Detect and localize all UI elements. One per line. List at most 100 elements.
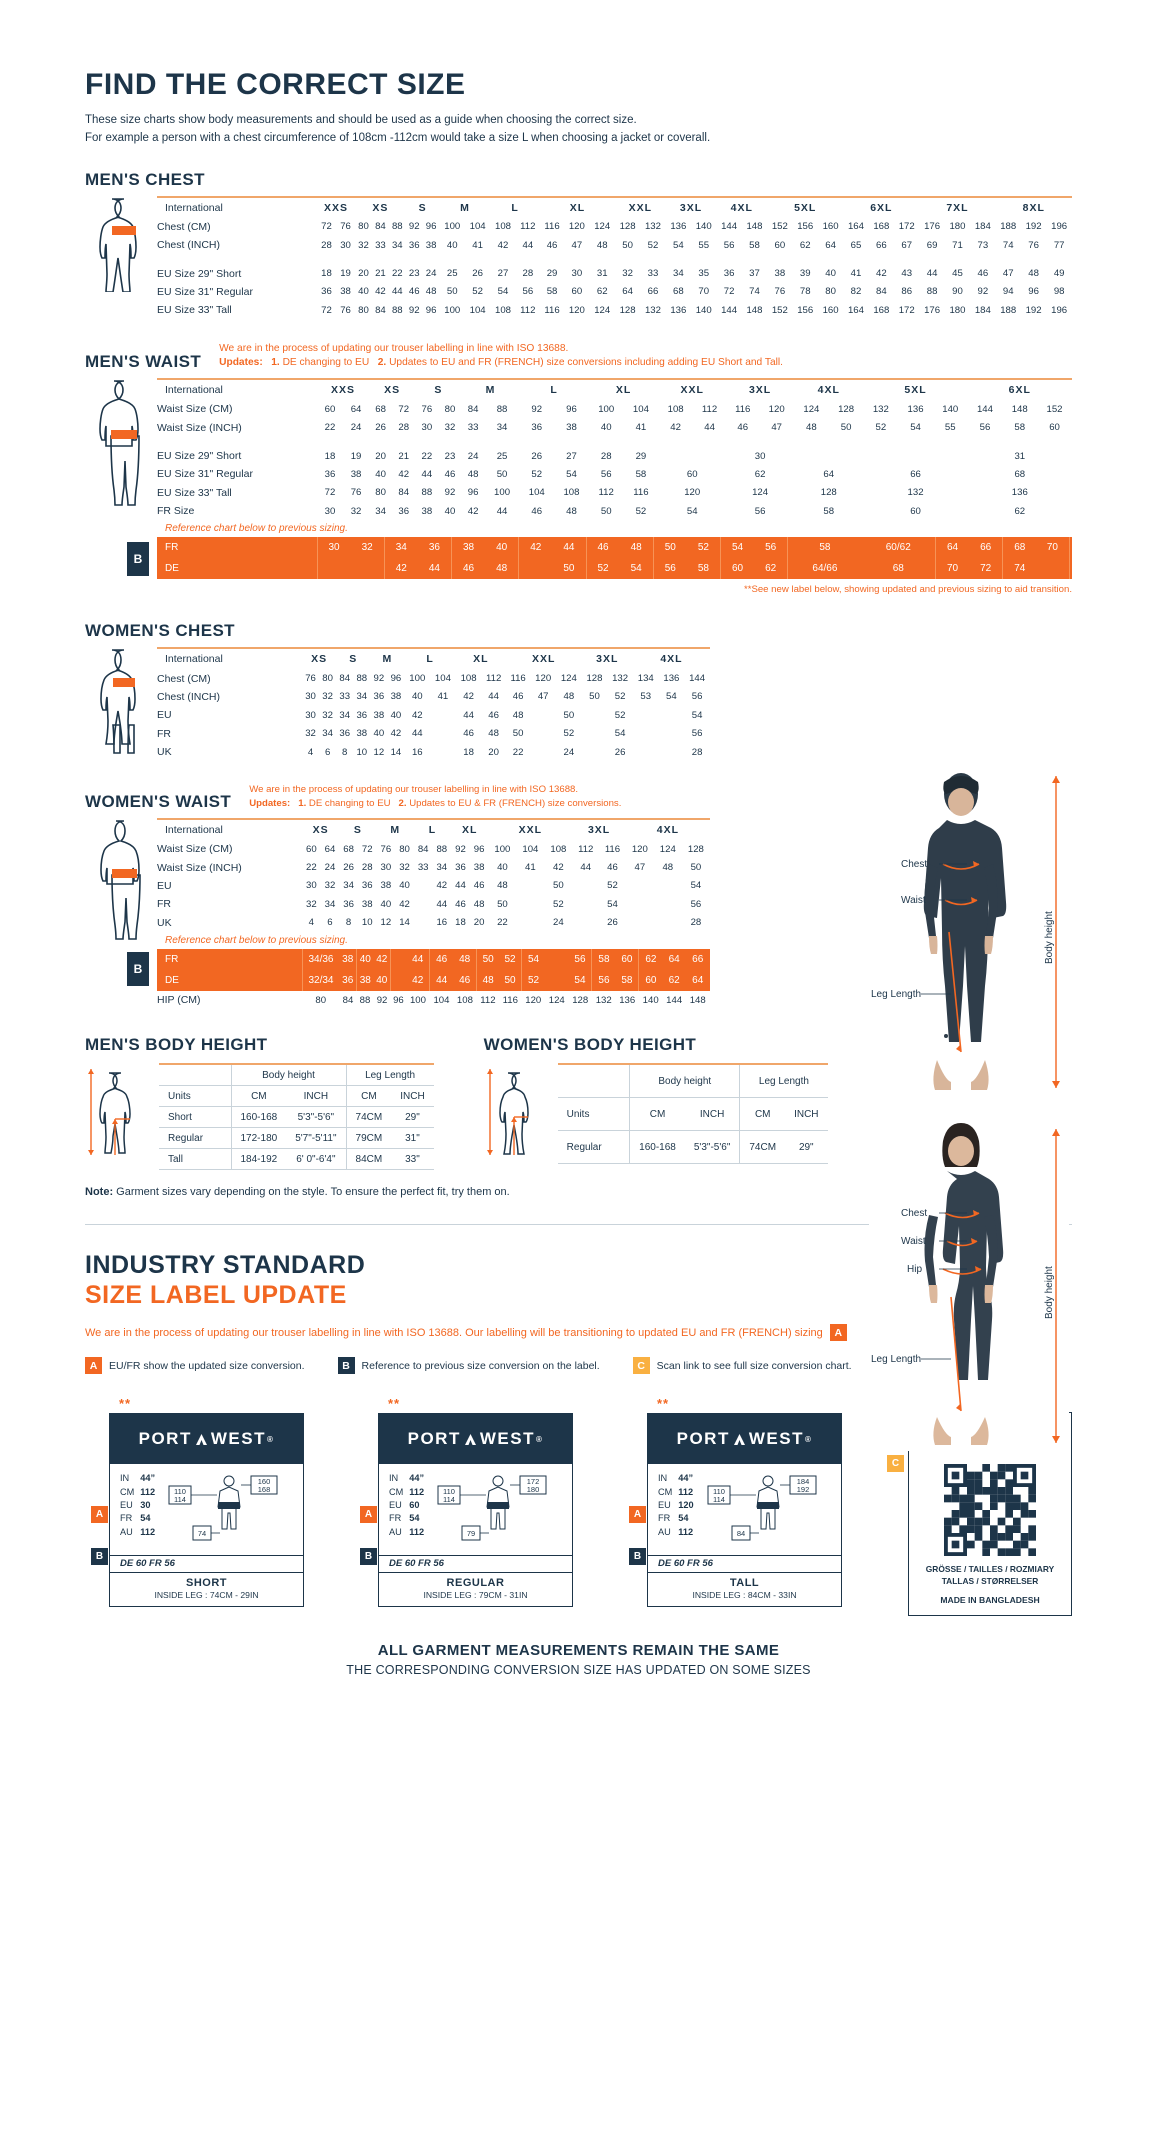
table-cell: 188 bbox=[996, 218, 1021, 236]
table-cell: 72 bbox=[317, 301, 336, 319]
label-inside-leg: INSIDE LEG : 84CM - 33IN bbox=[650, 1590, 839, 1600]
row-label: HIP (CM) bbox=[157, 991, 302, 1009]
table-cell: 26 bbox=[465, 264, 490, 282]
table-cell: 45 bbox=[945, 264, 970, 282]
label-size-key: IN bbox=[389, 1472, 409, 1485]
badge-b-label: B bbox=[629, 1548, 646, 1565]
label-size-key: CM bbox=[658, 1486, 678, 1499]
table-cell: 32 bbox=[319, 688, 336, 706]
table-cell: 12 bbox=[377, 914, 396, 932]
table-cell: 84 bbox=[414, 840, 433, 858]
table-cell: 44 bbox=[451, 877, 470, 895]
womens-waist-title: WOMEN'S WAIST bbox=[85, 792, 231, 812]
callout-body-height: Body height bbox=[1044, 1266, 1055, 1319]
table-cell: 38 bbox=[377, 877, 396, 895]
table-gap-row bbox=[157, 254, 1072, 264]
table-cell: 50 bbox=[653, 537, 687, 558]
table-cell: 42 bbox=[372, 283, 389, 301]
table-cell: 120 bbox=[522, 991, 545, 1009]
womens-chest-title: WOMEN'S CHEST bbox=[85, 621, 235, 641]
table-cell: 56 bbox=[684, 724, 710, 742]
table-cell: 88 bbox=[353, 669, 370, 687]
table-cell: 47 bbox=[530, 688, 556, 706]
table-cell: 23 bbox=[438, 447, 461, 465]
table-cell: 4 bbox=[302, 743, 319, 761]
table-cell: 36 bbox=[392, 502, 415, 520]
table-cell: 44 bbox=[572, 858, 599, 876]
table-cell: 56 bbox=[592, 970, 615, 991]
table-cell: 66 bbox=[969, 537, 1003, 558]
table-cell: 50 bbox=[556, 706, 582, 724]
table-cell: 62 bbox=[754, 558, 788, 579]
label-size-key: FR bbox=[658, 1512, 678, 1525]
table-cell: 50 bbox=[615, 236, 640, 254]
table-cell: 30 bbox=[317, 502, 343, 520]
mens-waist-updates-notice: We are in the process of updating our tr… bbox=[219, 342, 783, 373]
table-cell: 120 bbox=[530, 669, 556, 687]
bh-cell: 172-180 bbox=[231, 1128, 286, 1149]
table-cell: 108 bbox=[456, 669, 482, 687]
table-cell: 40 bbox=[356, 949, 373, 970]
table-cell: 124 bbox=[545, 991, 568, 1009]
table-cell: 28 bbox=[682, 914, 710, 932]
table-cell: 46 bbox=[970, 264, 995, 282]
table-cell: 108 bbox=[658, 400, 693, 418]
table-cell: 96 bbox=[423, 301, 440, 319]
table-cell: 50 bbox=[506, 724, 530, 742]
previous-size-conversion: DE 60 FR 56 bbox=[110, 1555, 303, 1572]
table-cell: 92 bbox=[438, 484, 461, 502]
table-cell: 68 bbox=[369, 400, 392, 418]
size-header-cell: M bbox=[440, 198, 491, 218]
table-cell: 68 bbox=[339, 840, 358, 858]
table-cell bbox=[572, 895, 599, 913]
table-cell: 38 bbox=[336, 283, 355, 301]
table-cell: 42 bbox=[395, 895, 414, 913]
qr-code-icon[interactable] bbox=[944, 1464, 1036, 1556]
table-cell: 66 bbox=[863, 465, 967, 483]
table-cell: 22 bbox=[389, 264, 406, 282]
table-cell: 42 bbox=[406, 970, 429, 991]
table-cell: 80 bbox=[355, 301, 372, 319]
table-cell: 54 bbox=[684, 706, 710, 724]
table-cell: 50 bbox=[485, 465, 520, 483]
size-header-cell: XS bbox=[302, 820, 339, 840]
table-cell: 42 bbox=[519, 537, 553, 558]
table-cell: 27 bbox=[490, 264, 515, 282]
bh-row-label: Short bbox=[159, 1107, 231, 1128]
table-cell: 19 bbox=[343, 447, 369, 465]
table-cell bbox=[582, 743, 608, 761]
table-cell: 32 bbox=[343, 502, 369, 520]
table-cell: 52 bbox=[640, 236, 665, 254]
table-cell: 88 bbox=[389, 301, 406, 319]
stars-marker: ** bbox=[119, 1396, 304, 1411]
table-cell: 144 bbox=[716, 301, 741, 319]
table-cell: 92 bbox=[370, 669, 387, 687]
label-size-value: 44” bbox=[409, 1472, 430, 1485]
table-cell: 88 bbox=[389, 218, 406, 236]
table-cell: 116 bbox=[624, 484, 659, 502]
table-cell: 44 bbox=[406, 949, 429, 970]
table-cell: 120 bbox=[658, 484, 726, 502]
table-cell: 132 bbox=[863, 400, 898, 418]
table-cell: 32 bbox=[302, 724, 319, 742]
table-cell bbox=[1036, 558, 1068, 579]
table-cell: 20 bbox=[355, 264, 372, 282]
table-cell: 72 bbox=[317, 484, 343, 502]
table-cell bbox=[633, 743, 659, 761]
table-cell: 52 bbox=[599, 877, 626, 895]
stars-marker: ** bbox=[388, 1396, 573, 1411]
table-cell: 36 bbox=[317, 283, 336, 301]
row-label: EU Size 33" Tall bbox=[157, 484, 317, 502]
row-label: EU Size 31" Regular bbox=[157, 465, 317, 483]
updates-item-2: Updates to EU and FR (FRENCH) size conve… bbox=[389, 357, 783, 368]
table-cell: 136 bbox=[659, 669, 685, 687]
table-cell: 100 bbox=[440, 218, 465, 236]
table-cell: 36 bbox=[317, 465, 343, 483]
